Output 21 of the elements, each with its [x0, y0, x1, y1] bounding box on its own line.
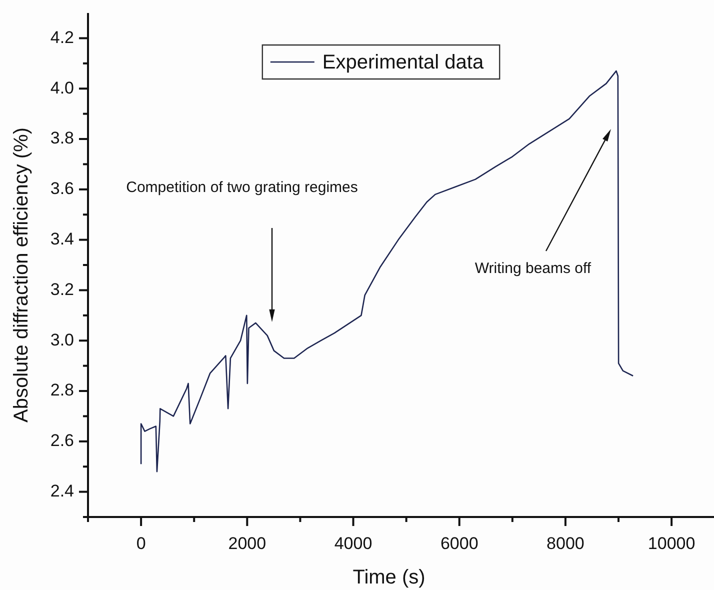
legend-label: Experimental data [322, 52, 484, 74]
x-tick-label: 2000 [228, 534, 266, 554]
x-tick-label: 8000 [546, 534, 584, 554]
y-tick-label: 2.8 [50, 380, 74, 400]
y-tick-label: 2.4 [50, 481, 74, 500]
x-tick-label: 6000 [440, 534, 478, 554]
y-tick-label: 3.4 [50, 229, 74, 248]
annotation: Writing beams off [474, 260, 592, 278]
y-tick-label: 4.2 [50, 28, 74, 47]
y-tick-label: 3.2 [50, 280, 74, 299]
x-axis-title: Time (s) [352, 566, 426, 589]
annotation: Competition of two grating regimes [126, 179, 358, 196]
y-tick-label: 2.6 [50, 431, 74, 450]
y-tick-label: 3.0 [50, 330, 74, 350]
x-tick-label: 0 [136, 534, 146, 554]
y-axis-title: Absolute diffraction efficiency (%) [10, 128, 33, 422]
x-tick-label: 10000 [648, 534, 696, 554]
y-tick-label: 3.6 [50, 179, 74, 198]
y-tick-label: 3.8 [50, 128, 74, 148]
y-tick-label: 4.0 [50, 78, 74, 98]
x-tick-label: 4000 [334, 534, 372, 554]
